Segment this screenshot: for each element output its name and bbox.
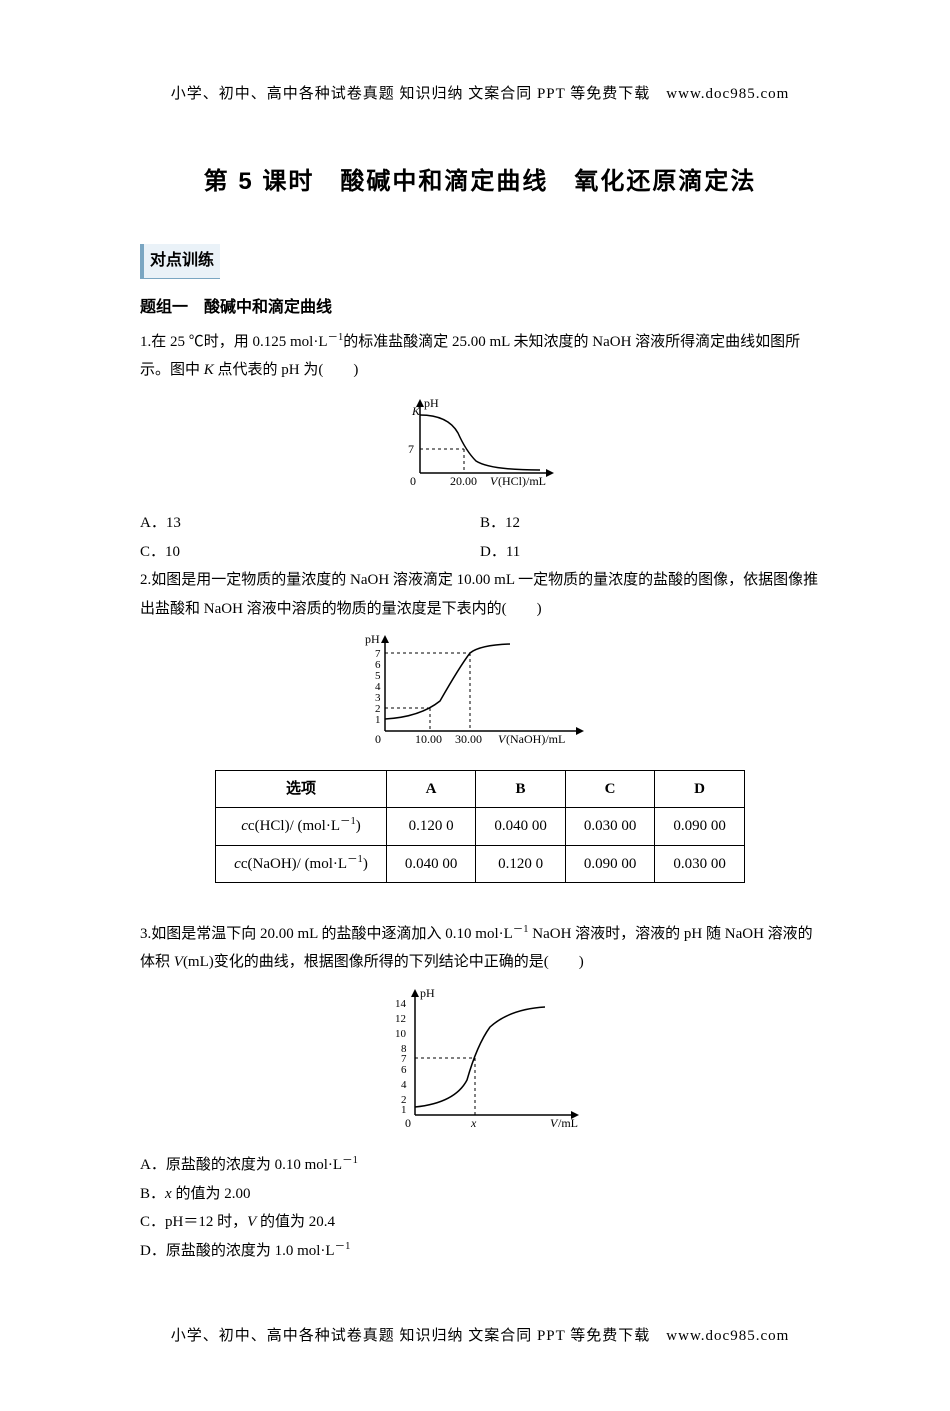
svg1-origin: 0 — [410, 474, 416, 488]
svg1-tick7: 7 — [408, 442, 414, 456]
q1-options-row2: C．10 D．11 — [140, 538, 820, 567]
page-header: 小学、初中、高中各种试卷真题 知识归纳 文案合同 PPT 等免费下载 www.d… — [140, 80, 820, 109]
q3-optD: D．原盐酸的浓度为 1.0 mol·L－1 — [140, 1237, 820, 1266]
svg3-t6: 6 — [401, 1064, 407, 1076]
th-D: D — [655, 770, 745, 808]
svg1-K: K — [411, 404, 421, 418]
r2c1: 0.040 00 — [386, 845, 476, 883]
svg3-t14: 14 — [395, 998, 407, 1010]
svg3-t1: 1 — [401, 1104, 407, 1116]
r1c3: 0.030 00 — [565, 808, 655, 846]
exp-neg1: －1 — [328, 332, 344, 343]
figure-1: pH K 7 0 20.00 V (HCl)/mL — [140, 393, 820, 504]
q1-optA: A．13 — [140, 509, 480, 538]
svg3-x: x — [470, 1116, 477, 1130]
question-3: 3.如图是常温下向 20.00 mL 的盐酸中逐滴加入 0.10 mol·L－1… — [140, 920, 820, 977]
section-tag: 对点训练 — [140, 244, 220, 279]
svg2-x2: 30.00 — [455, 732, 482, 746]
th-A: A — [386, 770, 476, 808]
svg3-origin: 0 — [405, 1116, 411, 1130]
svg3-ylabel: pH — [420, 986, 435, 1000]
q3C-pre: C．pH＝12 时， — [140, 1214, 247, 1230]
q1-optB: B．12 — [480, 509, 820, 538]
row2-label: cc(NaOH)/ (mol·L－1) — [216, 845, 387, 883]
r1post: ) — [356, 818, 361, 834]
q1-text-post: 点代表的 pH 为( ) — [214, 362, 359, 378]
q3C-post: 的值为 20.4 — [256, 1214, 335, 1230]
th-C: C — [565, 770, 655, 808]
figure-3: pH 14 12 10 8 7 6 4 2 1 0 x V /mL — [140, 985, 820, 1146]
r2pre: c(NaOH)/ (mol·L — [241, 856, 347, 872]
q2-table: 选项 A B C D cc(HCl)/ (mol·L－1) 0.120 0 0.… — [215, 770, 745, 884]
svg3-t10: 10 — [395, 1028, 407, 1040]
q3-post: (mL)变化的曲线，根据图像所得的下列结论中正确的是( ) — [183, 954, 584, 970]
r1c4: 0.090 00 — [655, 808, 745, 846]
q3-optA: A．原盐酸的浓度为 0.10 mol·L－1 — [140, 1151, 820, 1180]
svg2-x1: 10.00 — [415, 732, 442, 746]
q3B-pre: B． — [140, 1186, 165, 1202]
q1-K: K — [204, 362, 214, 378]
svg3-xrest: /mL — [558, 1116, 578, 1130]
svg1-xlabel-rest: (HCl)/mL — [498, 474, 546, 488]
q3D-pre: D．原盐酸的浓度为 1.0 mol·L — [140, 1243, 335, 1259]
q3-optC: C．pH＝12 时，V 的值为 20.4 — [140, 1208, 820, 1237]
q3B-post: 的值为 2.00 — [172, 1186, 251, 1202]
group1-title: 题组一 酸碱中和滴定曲线 — [140, 293, 820, 323]
svg2-t1: 1 — [375, 714, 381, 726]
svg2-ylabel: pH — [365, 632, 380, 646]
q1-text-pre: 1.在 25 ℃时，用 0.125 mol·L — [140, 334, 328, 350]
svg3-t12: 12 — [395, 1013, 406, 1025]
question-2: 2.如图是用一定物质的量浓度的 NaOH 溶液滴定 10.00 mL 一定物质的… — [140, 566, 820, 623]
r1c1: 0.120 0 — [386, 808, 476, 846]
th-0: 选项 — [216, 770, 387, 808]
svg1-xtick: 20.00 — [450, 474, 477, 488]
row1-label: cc(HCl)/ (mol·L－1) — [216, 808, 387, 846]
q1-optD: D．11 — [480, 538, 820, 567]
question-1: 1.在 25 ℃时，用 0.125 mol·L－1的标准盐酸滴定 25.00 m… — [140, 328, 820, 385]
svg2-xrest: (NaOH)/mL — [506, 732, 565, 746]
figure-2: pH 7 6 5 4 3 2 1 0 10.00 30.00 V (NaOH)/… — [140, 631, 820, 762]
r2post: ) — [363, 856, 368, 872]
q3A-pre: A．原盐酸的浓度为 0.10 mol·L — [140, 1157, 342, 1173]
th-B: B — [476, 770, 566, 808]
r2c4: 0.030 00 — [655, 845, 745, 883]
svg1-ylabel: pH — [424, 396, 439, 410]
lesson-title: 第 5 课时 酸碱中和滴定曲线 氧化还原滴定法 — [140, 159, 820, 205]
q1-options-row1: A．13 B．12 — [140, 509, 820, 538]
r2c3: 0.090 00 — [565, 845, 655, 883]
q1-optC: C．10 — [140, 538, 480, 567]
r1c2: 0.040 00 — [476, 808, 566, 846]
page-footer: 小学、初中、高中各种试卷真题 知识归纳 文案合同 PPT 等免费下载 www.d… — [140, 1322, 820, 1351]
r1pre: c(HCl)/ (mol·L — [248, 818, 340, 834]
svg2-origin: 0 — [375, 732, 381, 746]
svg3-t4: 4 — [401, 1079, 407, 1091]
q3-pre: 3.如图是常温下向 20.00 mL 的盐酸中逐滴加入 0.10 mol·L — [140, 926, 513, 942]
q3-V: V — [174, 954, 183, 970]
q3-optB: B．x 的值为 2.00 — [140, 1180, 820, 1209]
r2c2: 0.120 0 — [476, 845, 566, 883]
